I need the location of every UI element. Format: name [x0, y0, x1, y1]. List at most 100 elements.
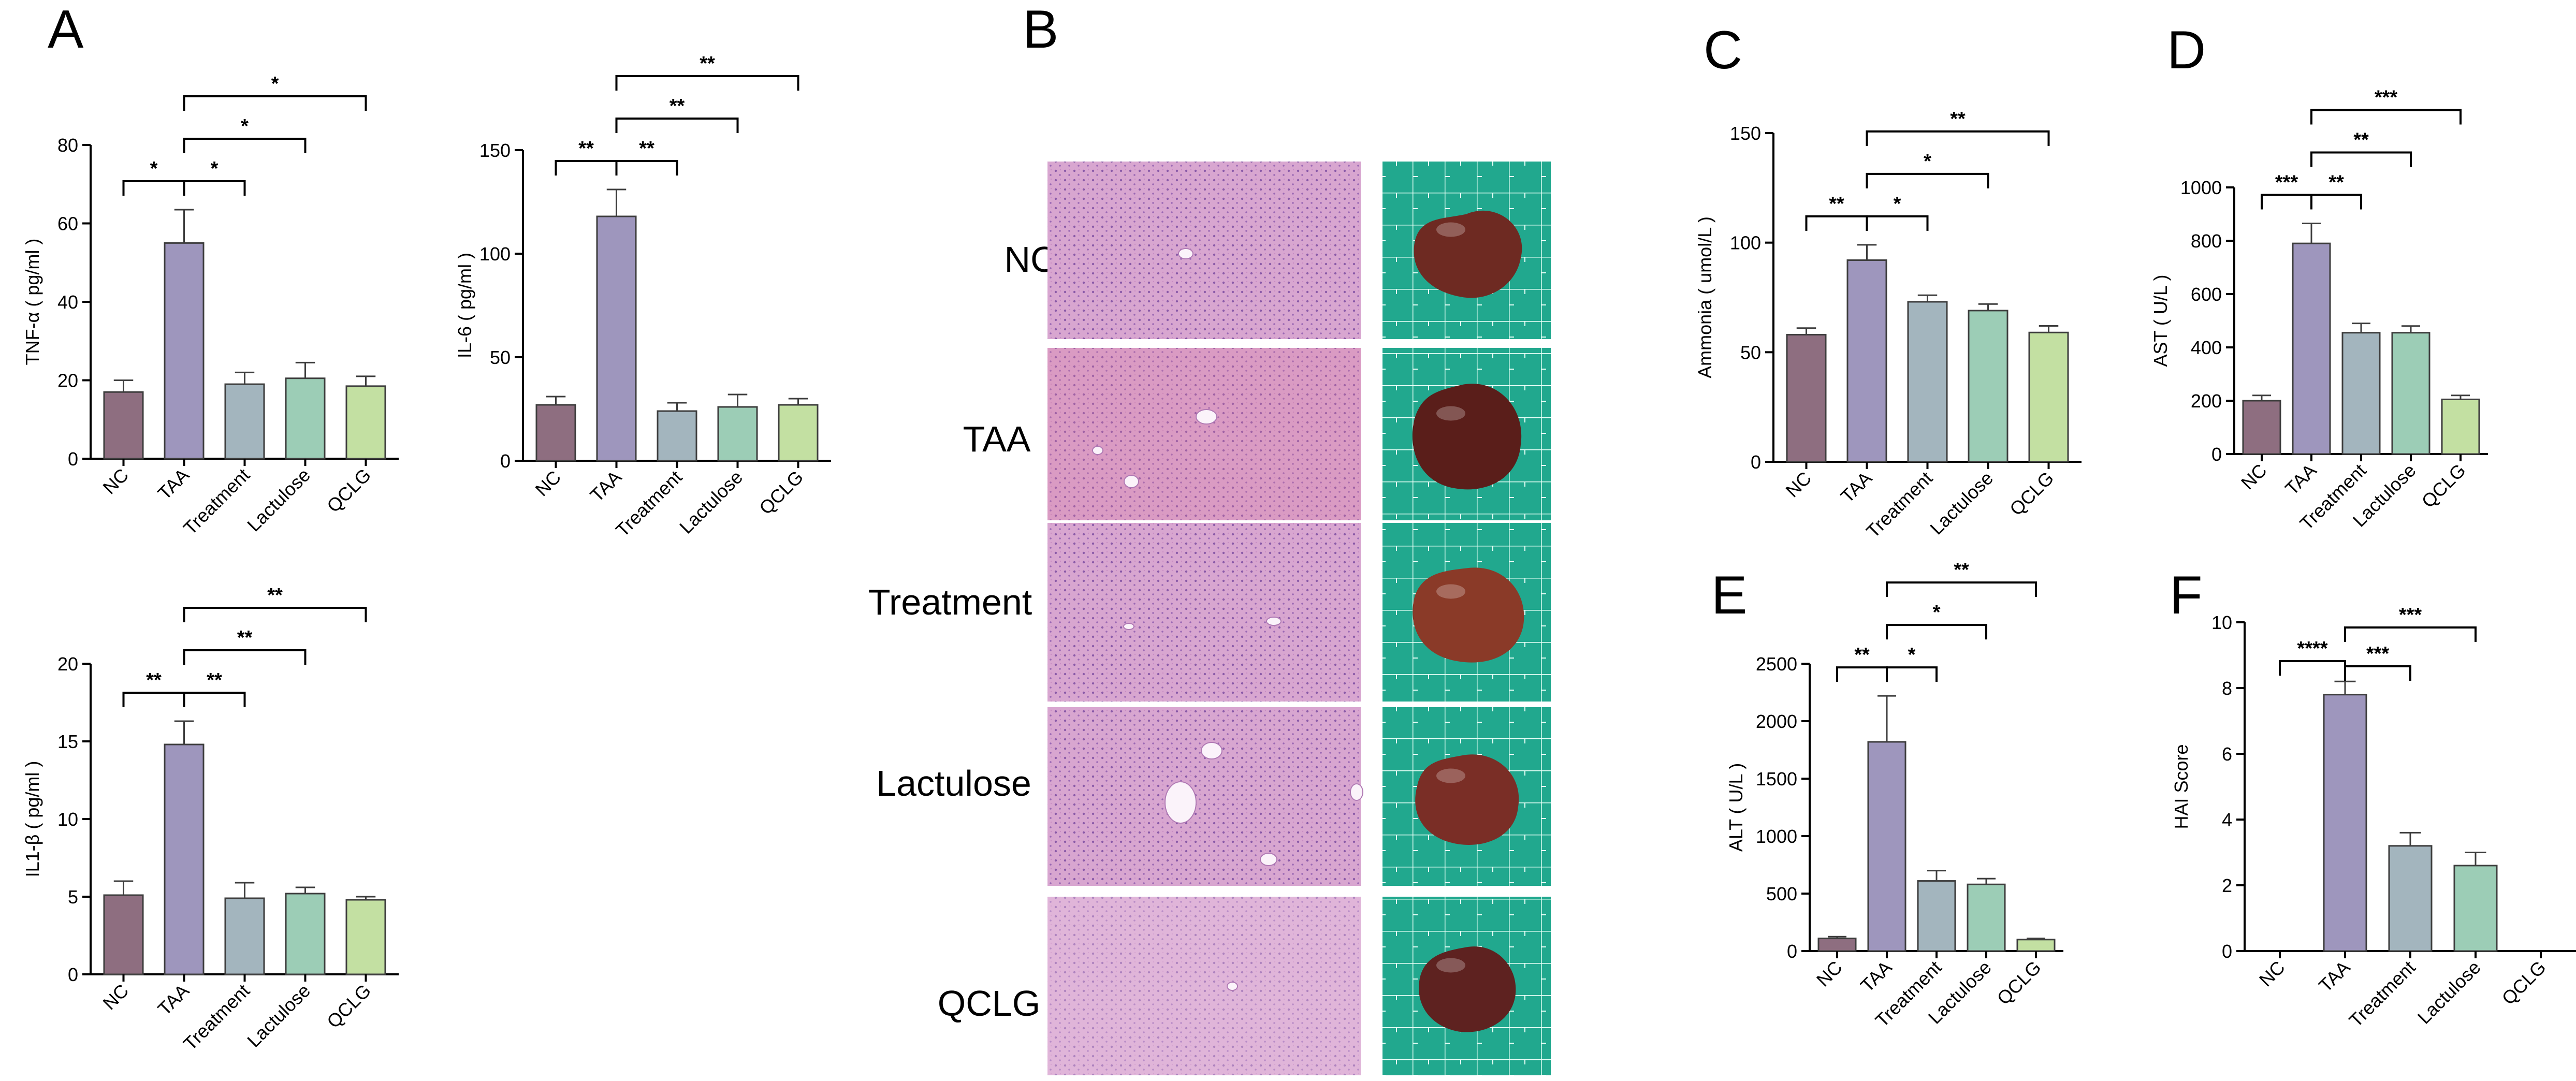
bar-qclg	[2441, 398, 2480, 455]
y-tick-label: 500	[1766, 883, 1797, 904]
significance-label: ***	[2275, 172, 2298, 194]
x-tick-label: TAA	[2281, 460, 2321, 500]
y-tick-label: 0	[2211, 444, 2222, 465]
significance-bracket	[183, 649, 307, 665]
significance-bracket	[183, 607, 367, 622]
x-tick-label: Treatment	[612, 466, 686, 541]
x-tick-label: TAA	[154, 464, 194, 504]
histology-row-lactulose	[1047, 707, 1551, 886]
y-tick-label: 2	[2222, 875, 2232, 896]
y-tick-label: 20	[57, 370, 78, 391]
x-tick-label: QCLG	[2005, 468, 2058, 520]
significance-label: **	[146, 669, 162, 691]
y-tick-label: 800	[2191, 230, 2222, 252]
y-tick-label: 6	[2222, 743, 2232, 765]
significance-label: **	[1950, 108, 1966, 130]
histology-row-label-taa: TAA	[963, 419, 1031, 459]
y-tick-label: 200	[2191, 390, 2222, 412]
y-tick-label: 100	[1730, 232, 1761, 254]
x-tick-label: QCLG	[1993, 957, 2045, 1009]
significance-label: ***	[2375, 87, 2398, 109]
x-tick-label: TAA	[586, 466, 626, 506]
y-tick-label: 1000	[2180, 177, 2222, 198]
bar-taa	[2292, 242, 2331, 455]
histology-row-treatment	[1047, 523, 1551, 702]
x-tick-label: QCLG	[2498, 957, 2550, 1009]
y-tick-label: 0	[1751, 451, 1761, 473]
bar-qclg	[2028, 331, 2069, 463]
x-tick-label: NC	[98, 980, 133, 1014]
y-tick-label: 15	[57, 731, 78, 752]
significance-bracket	[122, 692, 185, 707]
bar-qclg	[345, 385, 386, 460]
bar-qclg	[345, 899, 386, 975]
significance-bracket	[183, 180, 246, 196]
significance-label: **	[1854, 644, 1870, 666]
y-tick-label: 1500	[1756, 768, 1797, 790]
liver-highlight	[1436, 584, 1465, 599]
y-tick-label: 40	[57, 291, 78, 313]
y-axis-label: Ammonia ( umol/L )	[1694, 216, 1715, 378]
significance-bracket	[615, 118, 739, 133]
significance-label: **	[1829, 193, 1844, 215]
x-tick-label: NC	[1812, 957, 1846, 991]
significance-label: ****	[2297, 638, 2327, 660]
significance-label: *	[1924, 151, 1931, 172]
significance-bracket	[1866, 215, 1929, 231]
bar-nc	[1786, 333, 1827, 463]
bar-qclg	[778, 404, 819, 462]
x-tick-label: TAA	[154, 980, 194, 1020]
x-tick-label: TAA	[1837, 468, 1876, 507]
bar-nc	[103, 391, 144, 460]
significance-bracket	[122, 180, 185, 196]
significance-label: *	[241, 115, 249, 137]
bar-nc	[535, 404, 576, 462]
bar-taa	[596, 215, 637, 462]
significance-bracket	[615, 75, 799, 91]
x-tick-label: QCLG	[755, 466, 807, 519]
y-tick-label: 0	[2222, 941, 2232, 962]
significance-label: *	[1933, 602, 1941, 623]
significance-bracket	[1805, 215, 1868, 231]
x-tick-label: Lactulose	[675, 466, 747, 538]
significance-bracket	[2310, 151, 2412, 167]
x-tick-label: NC	[531, 466, 565, 501]
bar-lactulose	[1967, 883, 2006, 952]
chart-il6: 0 50 100 150 IL-6 ( pg/ml ) NC TAATreatmentLac…	[454, 53, 831, 541]
x-tick-label: QCLG	[323, 464, 375, 517]
significance-bracket	[183, 137, 307, 153]
vessel-lumen	[1227, 982, 1238, 991]
bar-qclg	[2016, 939, 2056, 952]
bar-treatment	[224, 897, 265, 975]
histology-row-taa	[1047, 348, 1551, 520]
significance-bracket	[2344, 626, 2477, 642]
bar-taa	[1867, 741, 1906, 952]
significance-bracket	[2279, 660, 2346, 676]
panel-letter-d: D	[2167, 20, 2206, 80]
liver-specimen	[1415, 754, 1519, 845]
y-tick-label: 0	[68, 964, 78, 985]
he-stain-image	[1047, 162, 1361, 339]
significance-bracket	[1886, 581, 2037, 597]
bar-lactulose	[285, 893, 326, 975]
y-tick-label: 50	[490, 347, 511, 368]
y-axis-label: IL-6 ( pg/ml )	[454, 253, 475, 358]
bar-nc	[103, 894, 144, 975]
bar-nc	[2242, 400, 2281, 455]
y-tick-label: 80	[57, 135, 78, 156]
x-tick-label: TAA	[1856, 957, 1896, 997]
significance-bracket	[1836, 666, 1888, 682]
significance-label: **	[207, 669, 222, 691]
significance-label: *	[1908, 644, 1916, 666]
significance-bracket	[555, 160, 618, 176]
bar-treatment	[2388, 845, 2433, 952]
bar-treatment	[224, 383, 265, 460]
y-axis-label: ALT ( U/L )	[1725, 763, 1747, 852]
y-axis-label: AST ( U/L )	[2150, 274, 2171, 367]
bar-lactulose	[2391, 332, 2431, 455]
vessel-lumen	[1165, 781, 1197, 824]
significance-label: **	[237, 627, 253, 649]
y-tick-label: 100	[479, 243, 511, 265]
